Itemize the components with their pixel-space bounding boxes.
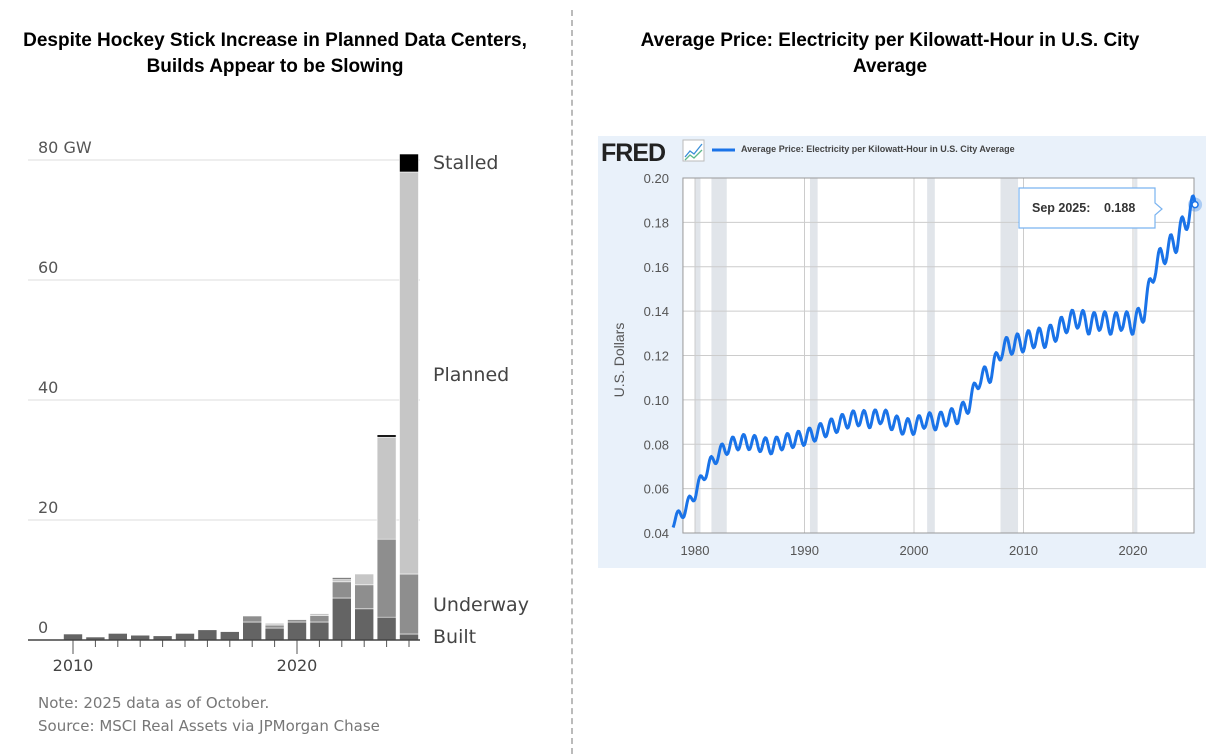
divider (571, 10, 573, 754)
chart-icon-line (684, 143, 703, 158)
bar-built (287, 621, 307, 641)
bar-planned (354, 573, 375, 586)
x-tick-label: 2020 (1119, 543, 1148, 558)
bar-built (175, 633, 195, 641)
bar-built (108, 633, 128, 641)
x-tick-label: 2010 (53, 656, 94, 675)
source-text: Source: MSCI Real Assets via JPMorgan Ch… (38, 717, 380, 735)
right-chart-title: Average Price: Electricity per Kilowatt-… (640, 30, 1140, 77)
y-axis-label: U.S. Dollars (611, 323, 627, 398)
bar-planned (309, 613, 330, 616)
y-tick-label: 0 (38, 618, 48, 637)
x-tick-label: 2000 (900, 543, 929, 558)
bar-built (63, 633, 83, 641)
bar-underway (331, 581, 352, 599)
bar-underway (242, 615, 262, 623)
y-tick-label: 60 (38, 258, 58, 277)
bar-underway (287, 619, 307, 623)
bar-built (376, 616, 397, 641)
left-chart-title: Despite Hockey Stick Increase in Planned… (23, 30, 527, 77)
tooltip-label: Sep 2025: (1032, 201, 1090, 215)
bar-underway (264, 624, 285, 629)
y-tick-label: 0.08 (644, 437, 669, 452)
bar-built (354, 608, 375, 641)
chart-icon-box (682, 139, 705, 162)
bar-built (309, 621, 330, 641)
y-tick-label: 0.04 (644, 526, 669, 541)
bar-built (264, 627, 285, 641)
bar-planned (376, 436, 397, 540)
bar-built (242, 621, 262, 641)
tooltip-box (1018, 187, 1163, 229)
legend-label: Average Price: Electricity per Kilowatt-… (741, 144, 1015, 154)
bar-built (220, 631, 240, 641)
bar-stalled (331, 577, 352, 580)
bar-underway (354, 584, 375, 610)
plot-border (682, 177, 1195, 534)
series-label-planned: Planned (433, 364, 509, 386)
series-label-underway: Underway (433, 594, 529, 616)
series-label-stalled: Stalled (433, 152, 498, 174)
bar-built (399, 633, 419, 641)
y-tick-label: 80 GW (38, 138, 92, 157)
fred-logo: FRED (601, 139, 665, 167)
bar-planned (399, 171, 419, 575)
series-label-built: Built (433, 626, 476, 648)
bar-stalled (376, 434, 397, 438)
hover-point (1191, 200, 1199, 209)
y-tick-label: 0.06 (644, 482, 669, 497)
y-tick-label: 40 (38, 378, 58, 397)
y-tick-label: 20 (38, 498, 58, 517)
note-text: Note: 2025 data as of October. (38, 694, 270, 712)
bar-planned (331, 578, 352, 583)
y-tick-label: 0.18 (644, 215, 669, 230)
x-tick-label: 1980 (681, 543, 710, 558)
x-tick-label: 2010 (1009, 543, 1038, 558)
series-line (671, 194, 1197, 528)
bar-stalled (399, 153, 419, 173)
y-tick-label: 0.10 (644, 393, 669, 408)
tooltip: Sep 2025: 0.188 (1018, 187, 1163, 229)
chart-icon (682, 139, 705, 162)
chart-icon-line (684, 149, 703, 161)
bar-underway (399, 573, 419, 635)
tooltip-value: 0.188 (1104, 201, 1135, 215)
y-tick-label: 0.16 (644, 260, 669, 275)
bar-planned (264, 622, 285, 626)
y-tick-label: 0.14 (644, 304, 669, 319)
x-tick-label: 2020 (277, 656, 318, 675)
y-tick-label: 0.12 (644, 349, 669, 364)
bar-built (331, 597, 352, 641)
bar-underway (376, 538, 397, 618)
x-tick-label: 1990 (790, 543, 819, 558)
bar-built (197, 629, 218, 641)
bar-underway (309, 615, 330, 623)
y-tick-label: 0.20 (644, 171, 669, 186)
